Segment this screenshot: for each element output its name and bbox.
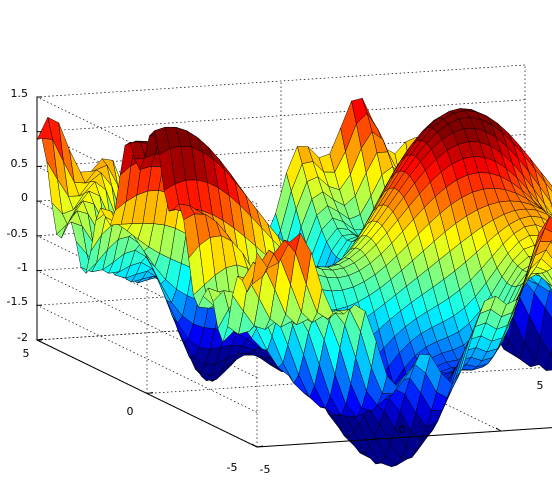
surface-face xyxy=(547,282,552,291)
y-tick-label: 0 xyxy=(127,405,134,418)
y-ticks: -5 0 5 xyxy=(23,347,238,474)
x-ticks: -5 0 5 xyxy=(260,379,544,476)
y-tick-label: -5 xyxy=(227,461,238,474)
x-tick-label: 5 xyxy=(537,379,544,392)
x-tick-label: -5 xyxy=(260,463,271,476)
surface-face xyxy=(545,183,552,205)
surface-mesh xyxy=(36,97,552,467)
z-tick-label: 0.5 xyxy=(11,157,29,170)
z-tick-label: -1.5 xyxy=(7,295,28,308)
z-tick-label: 0 xyxy=(21,191,28,204)
surface-face xyxy=(545,241,552,259)
x-tick-label: 0 xyxy=(399,423,406,436)
surface-face xyxy=(546,268,552,280)
surface-face xyxy=(550,201,552,208)
z-tick-label: -1 xyxy=(17,261,28,274)
y-tick-mark xyxy=(36,338,44,341)
grid-line xyxy=(280,323,502,432)
surface-face xyxy=(544,288,552,319)
z-tick-label: -0.5 xyxy=(7,227,28,240)
surface-face xyxy=(542,209,552,218)
surface-face xyxy=(545,354,552,371)
axis-frame xyxy=(36,96,552,448)
z-tick-label: -2 xyxy=(17,331,28,344)
z-ticks: -2 -1.5 -1 -0.5 0 0.5 1 1.5 xyxy=(7,87,28,344)
y-tick-label: 5 xyxy=(23,347,30,360)
z-tick-label: 1 xyxy=(21,122,28,135)
z-tick-label: 1.5 xyxy=(11,87,29,100)
y-tick-mark xyxy=(146,392,154,394)
x-tick-mark xyxy=(495,427,502,432)
x-tick-mark xyxy=(251,443,258,448)
surface-face xyxy=(544,216,552,233)
surface-face xyxy=(541,270,552,287)
